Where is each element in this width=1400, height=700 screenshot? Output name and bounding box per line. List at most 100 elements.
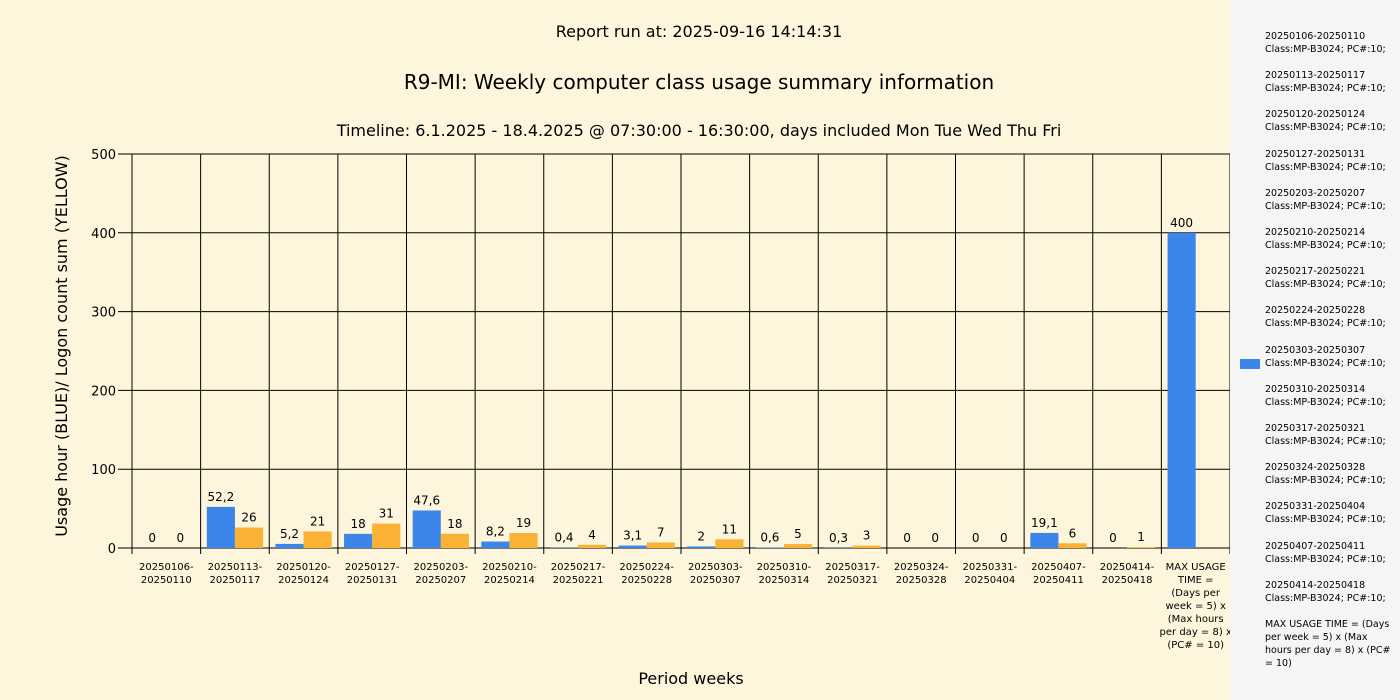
- legend-item: 20250317-20250321 Class:MP-B3024; PC#:10…: [1265, 423, 1386, 447]
- data-label: 5: [794, 527, 802, 541]
- bar-logons: [372, 523, 401, 548]
- data-label: 0: [177, 531, 185, 545]
- data-label: 4: [588, 528, 596, 542]
- bar-logons: [1058, 543, 1087, 548]
- data-label: 52,2: [208, 490, 235, 504]
- x-tick-label: 20250224-: [619, 562, 674, 573]
- data-label: 0: [1109, 531, 1117, 545]
- data-label: 19: [516, 516, 531, 530]
- x-tick-label: 20250207: [415, 575, 466, 586]
- data-label: 3,1: [623, 529, 642, 543]
- y-tick-label: 300: [91, 306, 116, 321]
- x-tick-label: 20250106-: [139, 562, 194, 573]
- legend-item: 20250127-20250131 Class:MP-B3024; PC#:10…: [1265, 148, 1386, 173]
- bar-usage: [275, 543, 304, 548]
- x-tick-label: 20250221: [553, 575, 604, 586]
- x-tick-label: per day = 8) x: [1160, 627, 1230, 638]
- legend-panel: [1230, 0, 1400, 700]
- x-tick-label: 20250110: [141, 575, 192, 586]
- x-tick-label: 20250120-: [276, 562, 331, 573]
- y-tick-label: 500: [91, 148, 116, 163]
- x-tick-label: 20250210-: [482, 562, 537, 573]
- bar-usage: [206, 506, 235, 548]
- bar-logons: [715, 539, 744, 548]
- x-tick-label: 20250328: [896, 575, 947, 586]
- data-label: 5,2: [280, 527, 299, 541]
- data-label: 18: [447, 517, 462, 531]
- data-label: 7: [657, 525, 665, 539]
- bar-usage: [1167, 232, 1196, 549]
- x-tick-label: 20250307: [690, 575, 741, 586]
- x-tick-label: 20250404: [964, 575, 1015, 586]
- data-label: 18: [350, 517, 365, 531]
- x-tick-label: 20250324-: [894, 562, 949, 573]
- chart-subtitle: Timeline: 6.1.2025 - 18.4.2025 @ 07:30:0…: [336, 121, 1062, 140]
- y-tick-label: 200: [91, 384, 116, 399]
- report-run-text: Report run at: 2025-09-16 14:14:31: [555, 22, 843, 41]
- x-tick-label: TIME =: [1177, 575, 1214, 586]
- data-label: 6: [1069, 526, 1077, 540]
- bar-usage: [687, 546, 716, 548]
- bar-logons: [234, 527, 264, 548]
- legend-item: 20250414-20250418 Class:MP-B3024; PC#:10…: [1265, 579, 1386, 604]
- data-label: 0: [148, 531, 156, 545]
- legend-item: 20250120-20250124 Class:MP-B3024; PC#:10…: [1265, 109, 1386, 134]
- data-label: 0: [972, 531, 980, 545]
- bar-logons: [440, 533, 469, 548]
- data-label: 19,1: [1031, 516, 1058, 530]
- data-label: 11: [722, 522, 737, 536]
- x-tick-label: 20250414-: [1100, 562, 1155, 573]
- x-tick-label: MAX USAGE: [1166, 562, 1226, 573]
- bar-usage: [1030, 532, 1059, 548]
- bar-usage: [412, 510, 441, 548]
- bar-logons: [852, 545, 881, 548]
- legend-item: 20250303-20250307 Class:MP-B3024; PC#:10…: [1265, 344, 1386, 369]
- data-label: 3: [863, 529, 871, 543]
- x-tick-label: 20250203-: [414, 562, 469, 573]
- bar-logons: [509, 533, 538, 548]
- data-label: 47,6: [413, 493, 440, 507]
- bar-logons: [783, 544, 813, 548]
- chart-area: [0, 0, 1230, 700]
- x-tick-label: (PC# = 10): [1167, 640, 1224, 651]
- x-tick-label: 20250217-: [551, 562, 606, 573]
- legend-item: 20250113-20250117 Class:MP-B3024; PC#:10…: [1265, 70, 1386, 95]
- legend-item: 20250310-20250314 Class:MP-B3024; PC#:10…: [1265, 383, 1386, 408]
- bar-usage: [344, 533, 373, 548]
- x-tick-label: 20250214: [484, 575, 535, 586]
- data-label: 0,4: [554, 531, 573, 545]
- x-tick-label: 20250127-: [345, 562, 400, 573]
- legend-item: 20250217-20250221 Class:MP-B3024; PC#:10…: [1265, 266, 1386, 291]
- data-label: 400: [1170, 216, 1193, 230]
- x-tick-label: (Days per: [1171, 588, 1221, 599]
- x-tick-label: 20250124: [278, 575, 329, 586]
- x-tick-label: (Max hours: [1168, 614, 1224, 625]
- x-tick-label: 20250418: [1102, 575, 1153, 586]
- x-tick-label: 20250411: [1033, 575, 1084, 586]
- legend-item: MAX USAGE TIME = (Days per week = 5) x (…: [1265, 619, 1391, 669]
- data-label: 26: [241, 511, 256, 525]
- legend-item: 20250224-20250228 Class:MP-B3024; PC#:10…: [1265, 305, 1386, 330]
- x-tick-label: 20250317-: [825, 562, 880, 573]
- x-tick-label: 20250314: [758, 575, 809, 586]
- y-tick-label: 100: [91, 463, 116, 478]
- bar-usage: [618, 545, 647, 548]
- legend-item: 20250331-20250404 Class:MP-B3024; PC#:10…: [1265, 501, 1386, 526]
- x-tick-label: 20250310-: [757, 562, 812, 573]
- legend-item: 20250407-20250411 Class:MP-B3024; PC#:10…: [1265, 540, 1386, 565]
- y-tick-label: 400: [91, 227, 116, 242]
- bar-logons: [303, 531, 332, 548]
- bar-usage: [481, 541, 510, 548]
- data-label: 31: [379, 507, 394, 521]
- x-tick-label: 20250131: [347, 575, 398, 586]
- x-tick-label: 20250228: [621, 575, 672, 586]
- chart-title: R9-MI: Weekly computer class usage summa…: [403, 70, 995, 94]
- data-label: 21: [310, 514, 325, 528]
- bar-logons: [1127, 547, 1156, 548]
- data-label: 2: [697, 529, 705, 543]
- x-tick-label: 20250331-: [963, 562, 1018, 573]
- data-label: 0: [903, 531, 911, 545]
- y-tick-label: 0: [108, 542, 116, 557]
- x-tick-label: 20250321: [827, 575, 878, 586]
- data-label: 8,2: [486, 525, 505, 539]
